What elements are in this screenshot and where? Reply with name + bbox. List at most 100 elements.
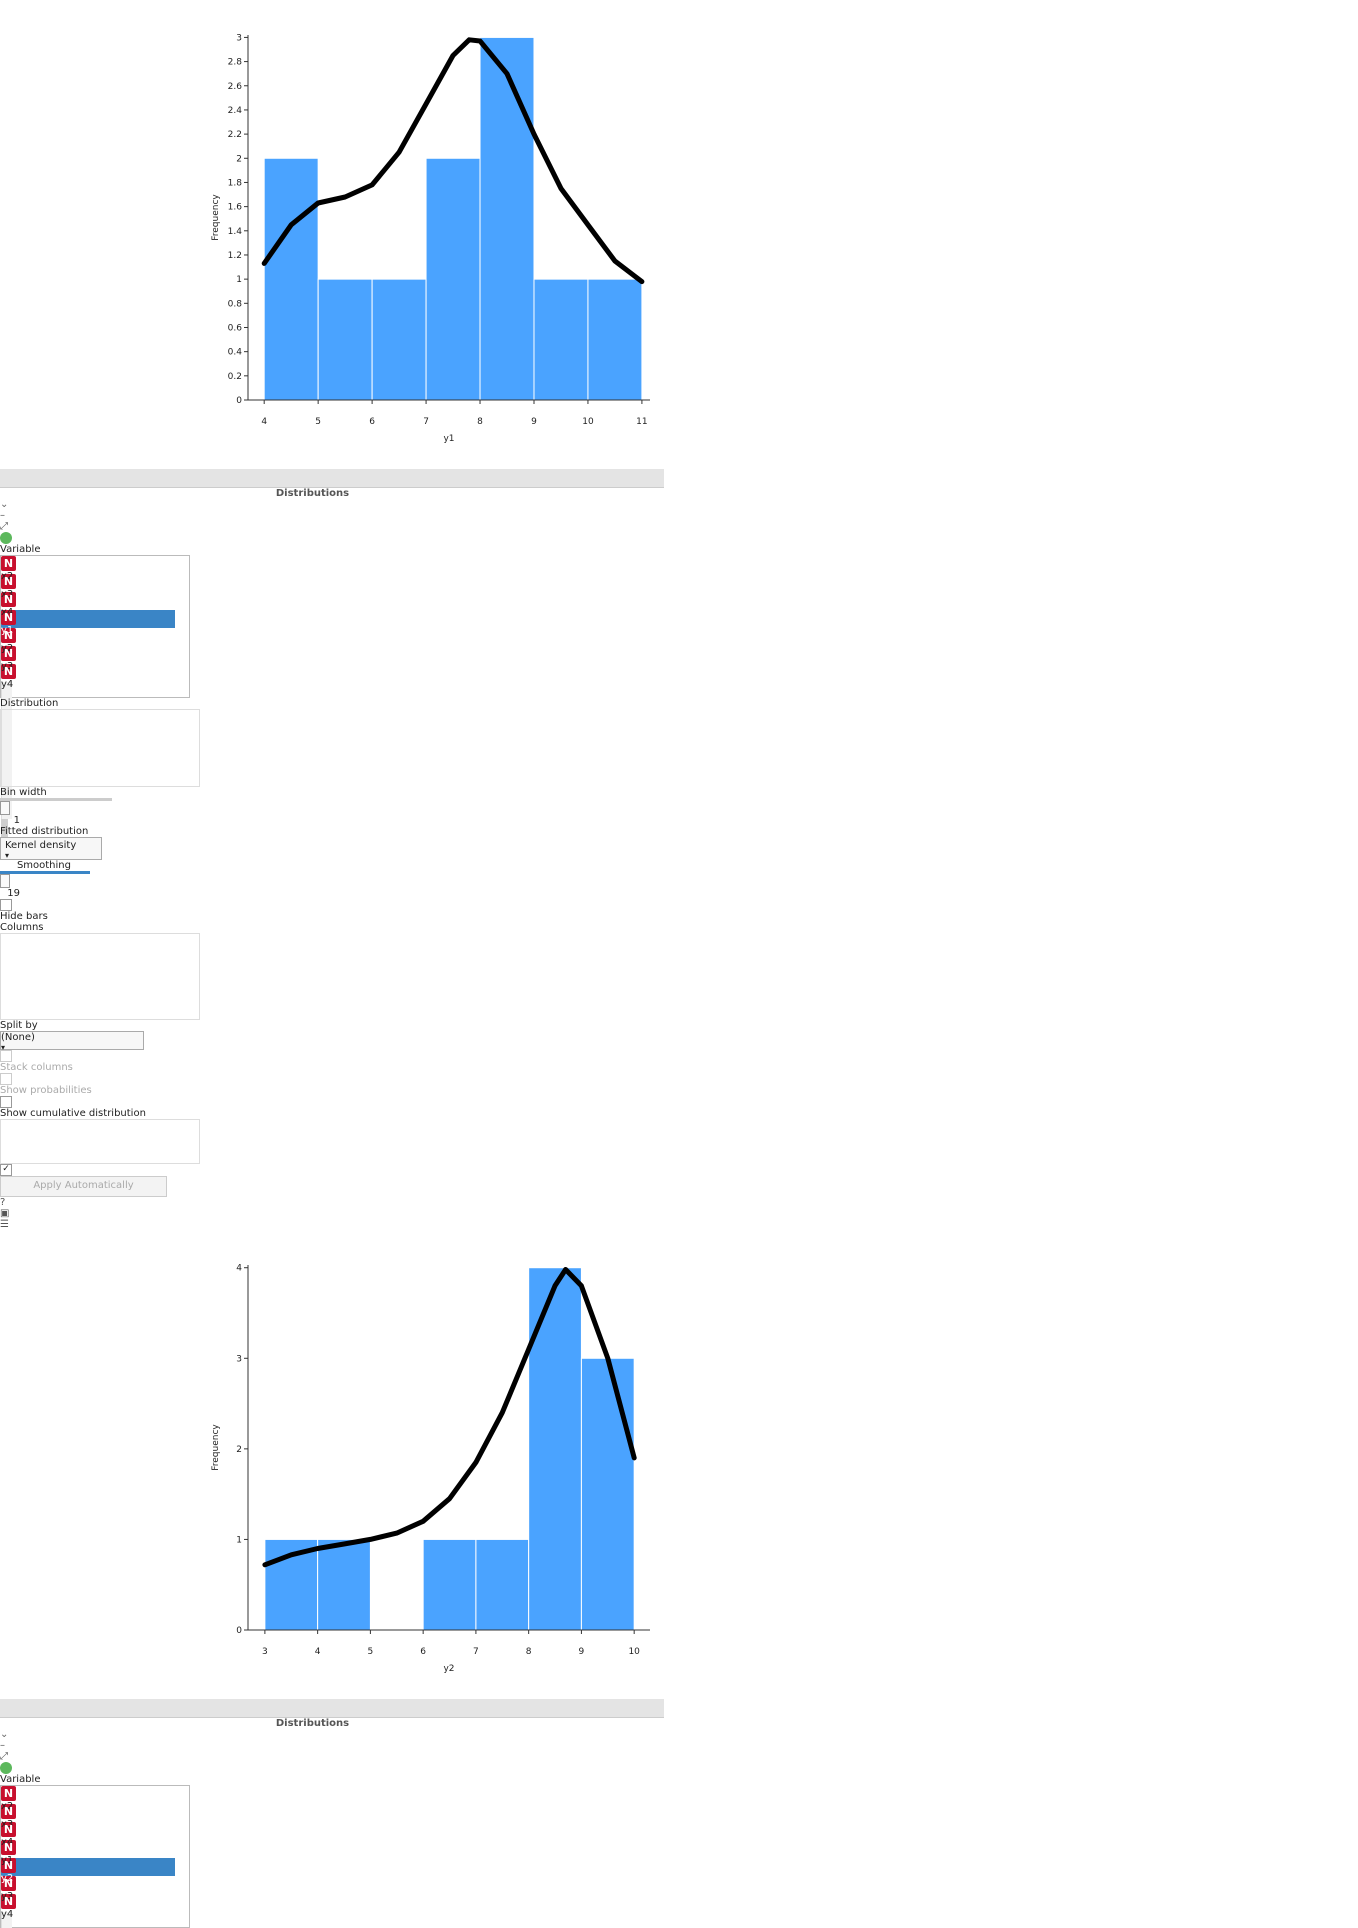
slider-track	[0, 871, 90, 874]
apply-button[interactable]: Apply Automatically	[0, 1176, 167, 1197]
combo-text: Kernel density	[5, 840, 77, 851]
label: Hide bars	[0, 911, 48, 922]
variable-icon: N	[1, 646, 16, 661]
variable-item[interactable]: Nx2	[1, 1786, 175, 1812]
y-tick-label: 2.4	[228, 106, 243, 116]
variable-name: y4	[1, 679, 14, 690]
variable-icon: N	[1, 664, 16, 679]
value: 19	[7, 888, 20, 899]
histogram-bar	[317, 1538, 371, 1631]
y-tick-label: 1	[236, 1535, 242, 1545]
variable-item[interactable]: Ny1	[1, 610, 175, 636]
close-button[interactable]	[0, 532, 12, 544]
y-tick-label: 1.2	[228, 251, 242, 261]
y-tick-label: 0	[236, 1626, 242, 1636]
menu-button[interactable]: ⌄	[0, 499, 9, 510]
footer-icon[interactable]: ☰	[0, 1219, 9, 1230]
variable-item[interactable]: Nx4	[1, 1822, 175, 1848]
y-tick-label: 0.6	[228, 323, 243, 333]
window-title: Distributions	[275, 1718, 350, 1729]
variable-item[interactable]: Ny2	[1, 628, 175, 654]
window: 0 0.2 0.4 0.6 0.8 1 1.2 1.4 1.6 1.8 2 2.2 2.4 2.6 2.8 3…	[0, 33, 664, 1230]
chart: 0 1 2 3 4 3 4 5 6 7 8 9 10 y2 Frequency	[211, 1264, 650, 1674]
window-title: Distributions	[275, 488, 350, 499]
x-axis-label: y2	[443, 1664, 454, 1674]
variable-icon: N	[1, 1786, 16, 1801]
variable-icon: N	[1, 610, 16, 625]
button-text: Apply Automatically	[33, 1180, 134, 1191]
checkbox[interactable]	[0, 899, 12, 911]
menu-button[interactable]: ⌄	[0, 1729, 9, 1740]
variable-icon: N	[1, 1840, 16, 1855]
combo-box[interactable]: Kernel density ▾	[0, 837, 102, 860]
footer-icon[interactable]: ▣	[0, 1208, 10, 1219]
combo-arrow: ▾	[5, 851, 10, 860]
y-axis-label: Frequency	[211, 194, 221, 241]
title-bar	[0, 469, 664, 488]
y-tick-label: 4	[236, 1264, 242, 1274]
variable-item[interactable]: Ny2	[1, 1858, 175, 1884]
combo-text: (None)	[1, 1032, 35, 1043]
variable-icon: N	[1, 1894, 16, 1909]
variable-item[interactable]: Nx3	[1, 574, 175, 600]
section-label: Variable	[0, 1774, 41, 1785]
group-box	[0, 1119, 200, 1164]
y-tick-label: 1.4	[228, 227, 243, 237]
variable-item[interactable]: Ny3	[1, 1876, 175, 1902]
label: Split by	[0, 1020, 38, 1031]
label: Stack columns	[0, 1062, 73, 1073]
histogram-bar	[479, 36, 535, 401]
scroll-thumb	[1, 819, 8, 845]
minimize-button[interactable]: –	[0, 1740, 5, 1751]
group-box	[0, 933, 200, 1020]
y-tick-label: 0	[236, 396, 242, 406]
restore-button[interactable]: ⤢	[0, 521, 8, 532]
label: Show cumulative distribution	[0, 1108, 146, 1119]
y-tick-label: 2.6	[228, 82, 243, 92]
checkbox[interactable]: ✓	[0, 1164, 12, 1176]
combo-box[interactable]: (None) ▾	[0, 1031, 144, 1052]
y-tick-label: 2	[236, 154, 242, 164]
variable-icon: N	[1, 628, 16, 643]
variable-item[interactable]: Nx4	[1, 592, 175, 618]
footer-icon[interactable]: ?	[0, 1197, 6, 1208]
x-tick-label: 4	[315, 1647, 321, 1657]
x-tick-label: 8	[477, 417, 483, 427]
x-tick-label: 6	[369, 417, 375, 427]
value: 1	[13, 815, 20, 826]
variable-item[interactable]: Nx2	[1, 556, 175, 582]
x-tick-label: 3	[262, 1647, 268, 1657]
slider-handle[interactable]	[0, 801, 10, 815]
variable-item[interactable]: Ny3	[1, 646, 175, 672]
variable-item[interactable]: Nx3	[1, 1804, 175, 1830]
slider-handle[interactable]	[0, 874, 10, 888]
checkbox[interactable]	[0, 1096, 12, 1108]
variable-item[interactable]: Ny1	[1, 1840, 175, 1866]
density-curve	[261, 37, 645, 285]
histogram-bar	[587, 278, 643, 401]
y-tick-label: 1	[236, 275, 242, 285]
slider-track	[0, 798, 112, 801]
histogram-bar	[371, 278, 427, 401]
close-button[interactable]	[0, 1762, 12, 1774]
y-tick-label: 3	[236, 1354, 242, 1364]
title-bar	[0, 1699, 664, 1718]
label: Fitted distribution	[0, 826, 89, 837]
x-tick-label: 5	[315, 417, 321, 427]
restore-button[interactable]: ⤢	[0, 1751, 8, 1762]
variable-icon: N	[1, 592, 16, 607]
variable-icon: N	[1, 1876, 16, 1891]
label: Smoothing	[16, 860, 71, 871]
y-tick-label: 2.2	[228, 130, 242, 140]
label: Bin width	[0, 787, 47, 798]
minimize-button[interactable]: –	[0, 510, 5, 521]
section-label: Variable	[0, 544, 41, 555]
variable-icon: N	[1, 1858, 16, 1873]
y-tick-label: 0.4	[228, 348, 243, 358]
histogram-bar	[317, 278, 373, 401]
scrollbar	[1, 682, 12, 819]
y-tick-label: 1.8	[228, 178, 243, 188]
x-tick-label: 7	[473, 1647, 479, 1657]
